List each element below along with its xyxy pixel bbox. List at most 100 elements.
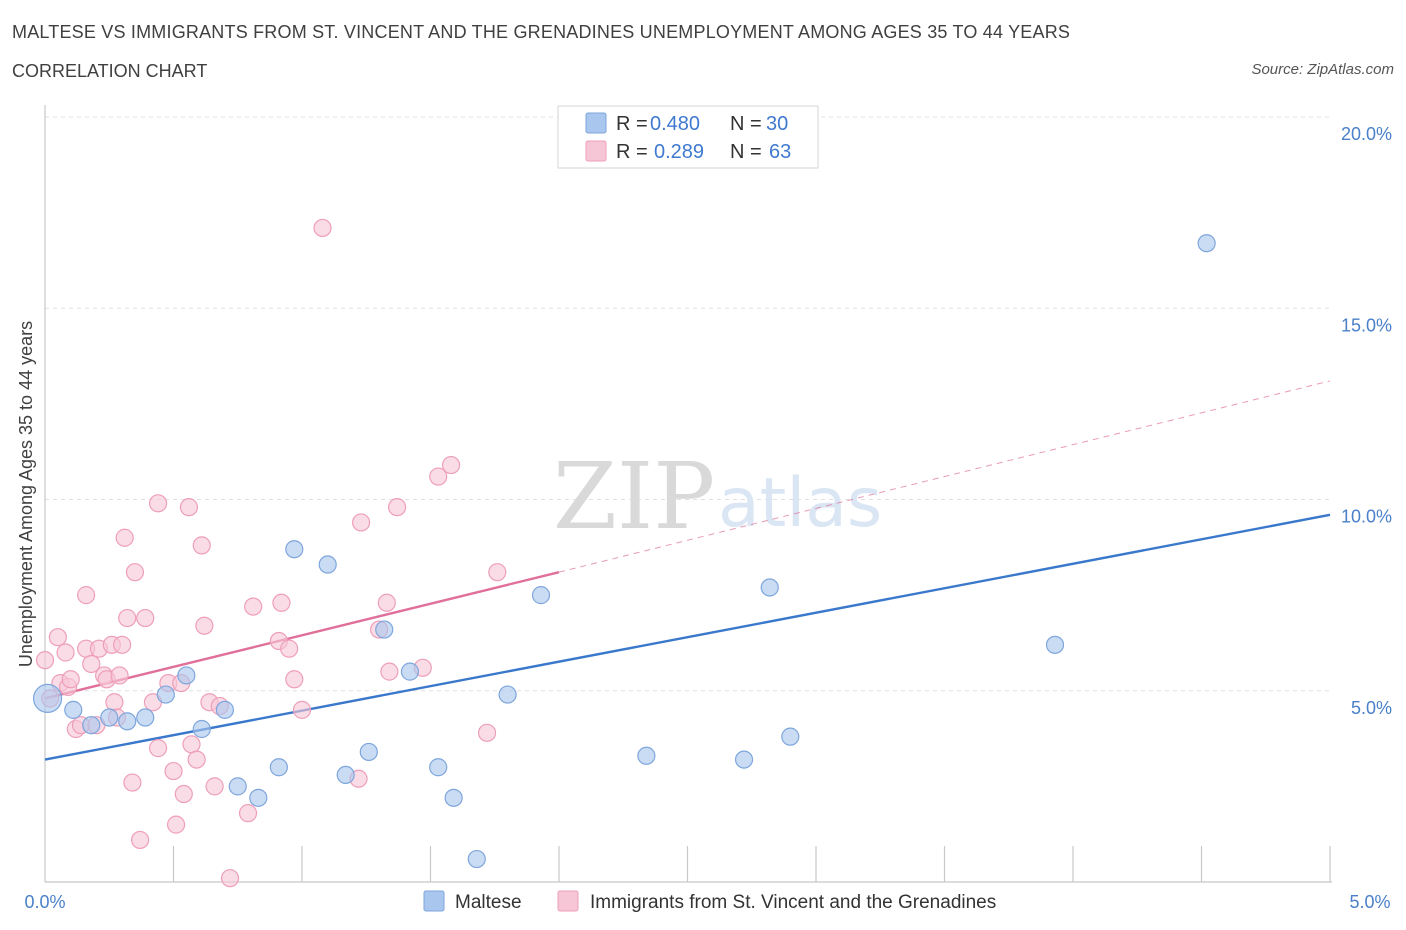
point-series-1-6 [61,670,80,689]
stats-r-label-maltese: R = [616,113,648,135]
point-series-1-50 [313,218,332,238]
source-credit: Source: ZipAtlas.com [1251,61,1394,78]
x-tick-label-min: 0.0% [24,892,65,912]
point-series-0-8 [192,719,211,739]
stats-n-value-maltese: 30 [766,113,788,135]
point-series-0-28 [1045,635,1065,654]
point-series-0-15 [336,765,355,785]
point-series-1-28 [148,739,168,758]
trend-line-series-0 [44,513,1331,761]
point-series-1-42 [220,869,240,888]
watermark-atlas: atlas [718,464,882,543]
point-series-0-19 [429,758,448,777]
trend-extension-series-1 [558,380,1331,573]
legend-swatch-immigrants [557,890,579,912]
point-series-1-22 [118,608,137,628]
point-series-1-46 [272,593,291,612]
point-series-1-4 [56,643,75,662]
y-tick-label-3: 20.0% [1341,124,1392,144]
point-series-0-26 [760,578,779,597]
gridlines [45,116,1330,692]
point-series-1-47 [280,639,299,658]
point-series-1-56 [387,498,407,517]
point-series-1-52 [352,513,371,532]
point-series-1-11 [82,654,101,674]
point-series-1-54 [377,593,396,612]
point-series-1-20 [112,635,132,654]
point-series-0-18 [400,662,420,681]
y-axis-tick-labels: 5.0% 10.0% 15.0% 20.0% [1341,124,1392,718]
point-series-0-2 [82,716,101,735]
point-series-0-10 [228,777,247,796]
legend-label-maltese: Maltese [455,892,522,913]
stats-n-value-immigrants: 63 [769,141,791,163]
y-axis-label: Unemployment Among Ages 35 to 44 years [16,321,36,667]
stats-swatch-immigrants [585,140,607,162]
y-tick-label-1: 10.0% [1341,507,1392,527]
y-tick-label-0: 5.0% [1351,698,1392,718]
stats-n-label-immigrants: N = [730,141,762,163]
point-series-1-39 [195,616,214,635]
point-series-0-17 [375,620,394,639]
point-series-0-7 [177,666,196,685]
point-series-1-21 [115,528,134,547]
point-series-1-60 [477,723,497,742]
stats-r-value-maltese: 0.480 [650,113,700,135]
point-series-1-31 [164,761,183,781]
point-series-0-13 [285,540,304,559]
watermark-zip: ZIP [553,443,715,550]
point-series-1-37 [187,750,206,769]
stats-swatch-maltese [585,112,607,134]
chart-title: MALTESE VS IMMIGRANTS FROM ST. VINCENT A… [12,22,1071,42]
point-series-1-17 [105,693,124,712]
stats-r-value-immigrants: 0.289 [654,141,704,163]
point-series-0-3 [100,708,119,727]
point-series-1-58 [429,467,448,486]
point-series-1-55 [380,662,399,681]
point-series-0-20 [444,788,463,807]
trend-lines [44,380,1331,761]
stats-r-label-immigrants: R = [616,141,648,163]
point-series-0-24 [637,746,656,765]
trend-line-series-1 [44,571,560,700]
x-tick-label-max: 5.0% [1349,892,1390,912]
point-series-0-22 [498,685,517,704]
point-series-0-23 [531,586,551,605]
point-series-1-35 [179,498,199,517]
point-series-1-24 [125,563,145,582]
point-series-1-61 [488,563,507,582]
point-series-1-49 [292,700,312,719]
point-series-1-41 [205,777,224,796]
point-series-1-32 [166,815,186,834]
series-legend: Maltese Immigrants from St. Vincent and … [423,890,996,913]
point-series-1-36 [182,735,201,754]
stats-legend: R = 0.480 N = 30 R = 0.289 N = 63 [557,105,819,169]
legend-swatch-maltese [423,890,445,912]
point-series-1-26 [136,608,155,628]
legend-label-immigrants: Immigrants from St. Vincent and the Gren… [590,892,996,913]
point-series-1-38 [192,536,211,555]
point-series-0-14 [318,555,337,574]
chart-subtitle: CORRELATION CHART [12,61,208,81]
point-series-1-44 [244,597,263,616]
point-series-0-25 [734,750,754,769]
point-series-1-59 [441,455,461,475]
point-series-0-29 [1197,234,1216,253]
point-series-1-2 [48,628,67,647]
point-series-1-25 [130,830,150,850]
point-series-0-21 [467,849,486,869]
stats-n-label-maltese: N = [730,113,762,135]
point-series-1-43 [238,804,258,823]
point-series-0-6 [156,685,175,704]
point-series-0-12 [269,758,288,777]
point-series-0-0 [32,683,63,714]
watermark: ZIP atlas [553,443,882,550]
point-series-1-19 [110,666,129,685]
point-series-0-5 [136,708,155,727]
point-series-0-1 [64,700,83,719]
x-axis-ticks [172,846,1331,882]
point-series-0-9 [215,700,234,719]
point-series-1-48 [285,670,304,689]
data-points [32,218,1216,888]
